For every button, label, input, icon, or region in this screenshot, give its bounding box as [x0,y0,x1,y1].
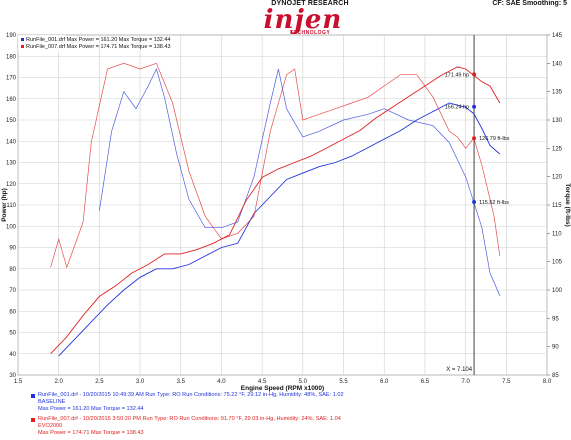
legend-box [18,35,66,51]
y-right-tick-label: 110 [552,231,562,237]
y-right-tick-label: 105 [552,260,563,266]
y-left-tick-label: 40 [9,352,16,358]
run-info-1: RunFile_001.drf - 10/20/2015 10:49:39 AM… [31,392,344,414]
run-2-swatch [31,418,35,422]
y-right-tick-label: 115 [552,203,562,209]
brand-top-text: DYNOJET RESEARCH [271,0,349,7]
y-left-tick-label: 90 [9,246,16,252]
y-left-tick-label: 60 [9,309,16,315]
y-left-axis-label: Power (hp) [1,188,8,222]
y-right-tick-label: 90 [552,345,559,351]
injen-logo: injen [263,5,343,35]
marker-label: 115.52 ft-lbs [479,200,509,206]
y-left-tick-label: 160 [6,97,17,103]
marker-label: 171.49 hp [445,72,469,78]
y-left-tick-label: 80 [9,267,16,273]
marker-dot [472,200,477,205]
run-2-max: Max Power = 174.71 Max Torque = 138.43 [38,430,144,437]
y-left-tick-label: 140 [6,139,17,145]
legend-entry: RunFile_001.drf Max Power = 161.20 Max T… [26,37,171,43]
run-1-details: RunFile_001.drf - 10/20/2015 10:49:39 AM… [38,392,344,398]
x-tick-label: 4.5 [258,379,267,385]
x-tick-label: 5.5 [339,379,348,385]
legend-swatch [21,45,24,48]
y-right-tick-label: 145 [552,33,563,39]
y-right-tick-label: 100 [552,288,563,294]
x-tick-label: 6.5 [421,379,430,385]
x-tick-label: 3.0 [136,379,145,385]
y-right-tick-label: 95 [552,316,559,322]
marker-label: 126.79 ft-lbs [479,136,510,142]
chart-axes: 1.5 2.0 2.5 3.0 3.5 4.0 4.5 5.0 5.5 6.0 6.5 7.0 7.5 8… [1,33,571,392]
x-tick-label: 7.0 [461,379,470,385]
chart-series [50,62,501,357]
y-left-tick-label: 180 [6,54,17,60]
y-left-tick-label: 150 [6,118,17,124]
y-left-tick-label: 170 [6,76,17,82]
x-tick-label: 2.0 [55,379,64,385]
y-right-axis-label: Torque (ft-lbs) [564,183,571,227]
run-1-name: BASELINE [38,399,66,406]
y-left-tick-label: 130 [6,161,17,167]
chart-labels: X = 7.104 171.49 hp 156.24 hp 126.79 ft-lbs… [18,35,510,375]
marker-dot [472,104,477,109]
x-tick-label: 4.0 [217,379,226,385]
y-right-tick-label: 85 [552,373,559,379]
y-right-tick-label: 130 [552,118,563,124]
x-tick-label: 8.0 [543,379,552,385]
run-2-name: EVO2000 [38,423,63,430]
marker-dot [472,136,477,141]
x-tick-label: 1.5 [14,379,23,385]
x-tick-label: 3.5 [177,379,186,385]
y-right-tick-label: 125 [552,146,563,152]
x-tick-label: 6.0 [380,379,389,385]
y-left-tick-label: 50 [9,331,16,337]
marker-dot [472,72,477,77]
correction-factor-label: CF: SAE Smoothing: 5 [492,0,567,7]
run-1-swatch [31,394,35,398]
y-right-tick-label: 120 [552,175,563,181]
y-left-tick-label: 190 [6,33,17,39]
series-line-3 [50,66,501,355]
x-tick-label: 2.5 [95,379,104,385]
logo-subtitle: TECHNOLOGY [290,30,331,36]
x-axis-label: Engine Speed (RPM x1000) [241,385,324,392]
series-line-2 [99,68,501,296]
run-2-details: RunFile_007.drf - 10/20/2015 3:50:20 PM … [38,416,341,422]
y-left-tick-label: 110 [6,203,16,209]
cursor-label: X = 7.104 [446,367,473,373]
marker-label: 156.24 hp [445,105,469,111]
y-left-tick-label: 30 [9,373,16,379]
y-left-tick-label: 70 [9,288,16,294]
y-right-tick-label: 135 [552,90,563,96]
series-line-4 [50,62,501,269]
x-tick-label: 5.0 [299,379,308,385]
x-tick-label: 7.5 [502,379,511,385]
run-1-max: Max Power = 161.20 Max Torque = 132.44 [38,406,144,413]
series-line-1 [58,102,501,357]
legend-entry: RunFile_007.drf Max Power = 174.71 Max T… [26,44,171,50]
run-info-2: RunFile_007.drf - 10/20/2015 3:50:20 PM … [31,416,341,438]
legend-swatch [21,38,24,41]
chart-grid [17,34,548,376]
y-right-tick-label: 140 [552,61,563,67]
y-left-tick-label: 100 [6,224,17,230]
y-left-tick-label: 120 [6,182,17,188]
